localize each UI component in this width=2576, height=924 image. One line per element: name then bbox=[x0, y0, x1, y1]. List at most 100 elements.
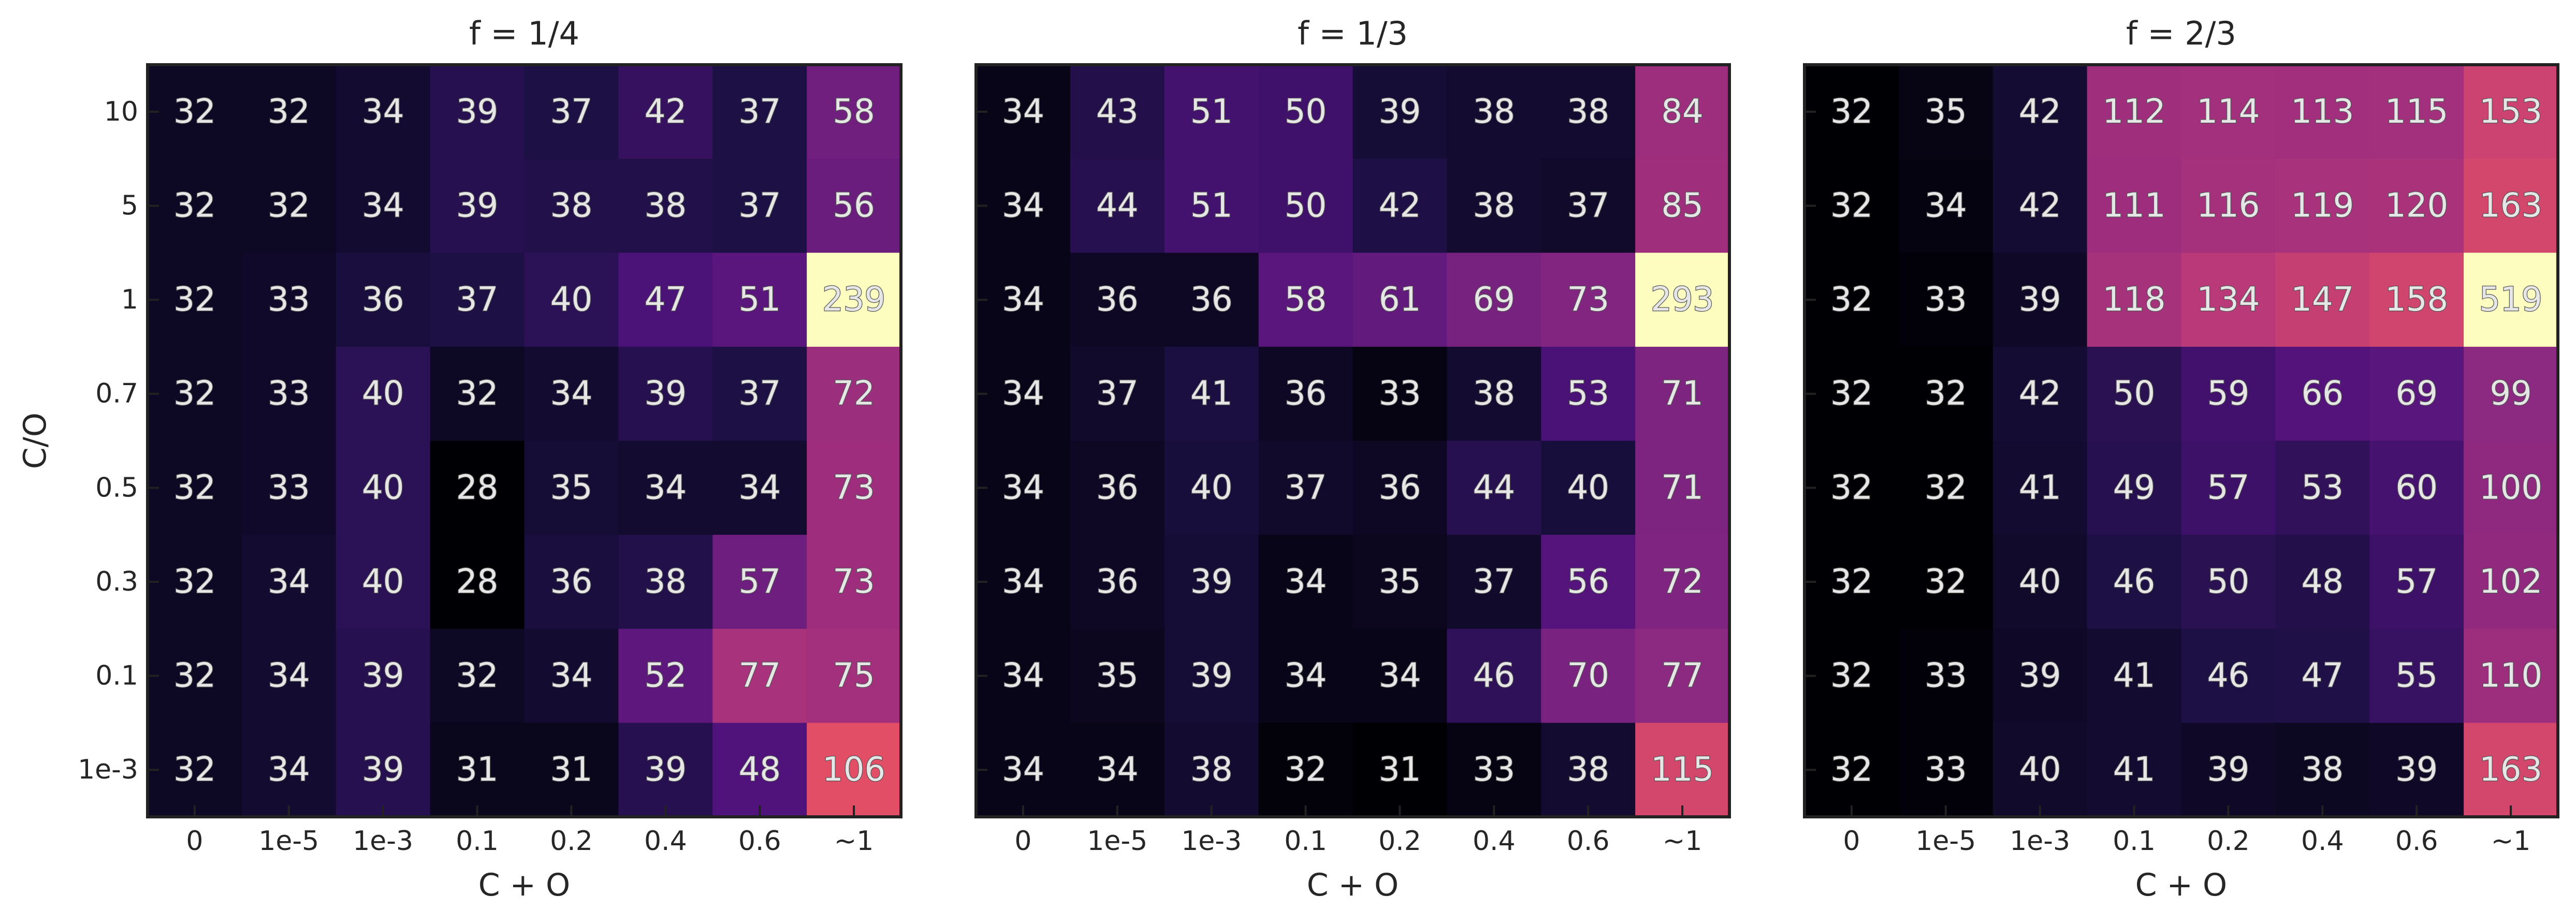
cell-value-label: 55 bbox=[2395, 657, 2437, 695]
heatmap-cell bbox=[430, 441, 525, 535]
cell-value-label: 34 bbox=[268, 563, 310, 601]
heatmap-cell bbox=[807, 158, 901, 253]
cell-value-label: 34 bbox=[1925, 186, 1967, 225]
heatmap-cell bbox=[2181, 253, 2276, 347]
cell-value-label: 32 bbox=[173, 563, 215, 601]
cell-value-label: 36 bbox=[1285, 375, 1327, 413]
heatmap-cell bbox=[1070, 628, 1165, 723]
heatmap-cell bbox=[336, 723, 431, 817]
cell-value-label: 39 bbox=[645, 375, 687, 413]
heatmap-cell bbox=[336, 628, 431, 723]
y-tick-label: 1e-3 bbox=[78, 754, 138, 785]
cell-value-label: 38 bbox=[1473, 186, 1515, 225]
cell-value-label: 39 bbox=[362, 751, 404, 789]
cell-value-label: 84 bbox=[1661, 93, 1703, 131]
cell-value-label: 59 bbox=[2207, 375, 2249, 413]
cell-value-label: 33 bbox=[268, 375, 310, 413]
y-tick-label: 0.5 bbox=[95, 472, 138, 503]
cell-value-label: 60 bbox=[2395, 468, 2437, 507]
x-tick-label: ~1 bbox=[2491, 826, 2531, 857]
cell-value-label: 57 bbox=[2395, 563, 2437, 601]
cell-value-label: 116 bbox=[2196, 186, 2260, 225]
cell-value-label: 39 bbox=[1190, 657, 1232, 695]
cell-value-label: 40 bbox=[2019, 563, 2061, 601]
heatmap-cell bbox=[1635, 253, 1730, 347]
cell-value-label: 70 bbox=[1567, 657, 1609, 695]
cell-value-label: 77 bbox=[738, 657, 780, 695]
x-tick-label: 0.2 bbox=[1378, 826, 1421, 857]
heatmap-cell bbox=[2087, 65, 2182, 159]
heatmap-cell bbox=[1447, 253, 1541, 347]
heatmap-cell bbox=[618, 158, 713, 253]
cell-value-label: 112 bbox=[2102, 93, 2165, 131]
cell-value-label: 120 bbox=[2385, 186, 2448, 225]
heatmap-cell bbox=[1164, 441, 1259, 535]
cell-value-label: 73 bbox=[833, 563, 875, 601]
heatmap-cell bbox=[1541, 65, 1636, 159]
x-tick-label: 0.6 bbox=[738, 826, 781, 857]
heatmap-cell bbox=[1992, 441, 2088, 535]
heatmap-cell bbox=[618, 723, 713, 817]
x-tick-label: 1e-3 bbox=[2010, 826, 2070, 857]
heatmap-cell bbox=[241, 65, 337, 159]
cell-value-label: 41 bbox=[2113, 657, 2155, 695]
cell-value-label: 35 bbox=[550, 468, 592, 507]
panel-title: f = 2/3 bbox=[2126, 14, 2236, 52]
heatmap-cell bbox=[1804, 723, 1899, 817]
heatmap-cell bbox=[2181, 441, 2276, 535]
x-axis-label: C + O bbox=[478, 867, 571, 903]
cell-value-label: 32 bbox=[1830, 657, 1872, 695]
heatmap-cell bbox=[2181, 158, 2276, 253]
cell-value-label: 32 bbox=[1830, 375, 1872, 413]
cell-value-label: 114 bbox=[2196, 93, 2260, 131]
heatmap-cell bbox=[2275, 628, 2370, 723]
heatmap-cell bbox=[1164, 723, 1259, 817]
cell-value-label: 39 bbox=[2019, 281, 2061, 319]
heatmap-cell bbox=[241, 441, 337, 535]
heatmap-cell bbox=[1447, 723, 1541, 817]
cell-value-label: 73 bbox=[833, 468, 875, 507]
x-tick-label: 0.4 bbox=[644, 826, 687, 857]
cell-value-label: 38 bbox=[1473, 375, 1515, 413]
cell-value-label: 38 bbox=[645, 186, 687, 225]
heatmap-cell bbox=[336, 158, 431, 253]
cell-value-label: 31 bbox=[1379, 751, 1421, 789]
heatmap-cell bbox=[336, 535, 431, 629]
heatmap-cell bbox=[2369, 65, 2464, 159]
heatmap-cell bbox=[807, 346, 901, 442]
heatmap-cell bbox=[2275, 158, 2370, 253]
heatmap-cell bbox=[524, 628, 619, 723]
heatmap-cell bbox=[524, 723, 619, 817]
heatmap-cell bbox=[1541, 723, 1636, 817]
cell-value-label: 41 bbox=[2113, 751, 2155, 789]
cell-value-label: 39 bbox=[456, 93, 498, 131]
cell-value-label: 69 bbox=[2395, 375, 2437, 413]
heatmap-cell bbox=[1635, 346, 1730, 442]
heatmap-cell bbox=[524, 535, 619, 629]
cell-value-label: 39 bbox=[2395, 751, 2437, 789]
heatmap-cell bbox=[148, 158, 242, 253]
heatmap-cell bbox=[1258, 441, 1354, 535]
heatmap-cell bbox=[807, 65, 901, 159]
heatmap-cell bbox=[148, 65, 242, 159]
heatmap-cell bbox=[1258, 158, 1354, 253]
heatmap-cell bbox=[1070, 253, 1165, 347]
x-axis-label: C + O bbox=[2135, 867, 2228, 903]
y-tick-label: 0.1 bbox=[95, 661, 138, 692]
heatmap-cell bbox=[1804, 628, 1899, 723]
cell-value-label: 38 bbox=[1567, 751, 1609, 789]
heatmap-cell bbox=[241, 535, 337, 629]
heatmap-cell bbox=[1447, 158, 1541, 253]
x-tick-label: 0.1 bbox=[1284, 826, 1327, 857]
heatmap-cell bbox=[1804, 158, 1899, 253]
heatmap-cell bbox=[1164, 346, 1259, 442]
cell-value-label: 53 bbox=[1567, 375, 1609, 413]
cell-value-label: 38 bbox=[1567, 93, 1609, 131]
heatmap-panel-1: 32 32 34 39 37 42 37 58 32 32 34 39 38 38 37 56 32 33 36 37… bbox=[17, 14, 903, 903]
heatmap-cell bbox=[712, 253, 807, 347]
cell-value-label: 32 bbox=[1285, 751, 1327, 789]
cell-value-label: 115 bbox=[2385, 93, 2448, 131]
heatmap-cell bbox=[976, 628, 1071, 723]
heatmap-cell bbox=[2464, 723, 2558, 817]
cell-value-label: 42 bbox=[2019, 186, 2061, 225]
